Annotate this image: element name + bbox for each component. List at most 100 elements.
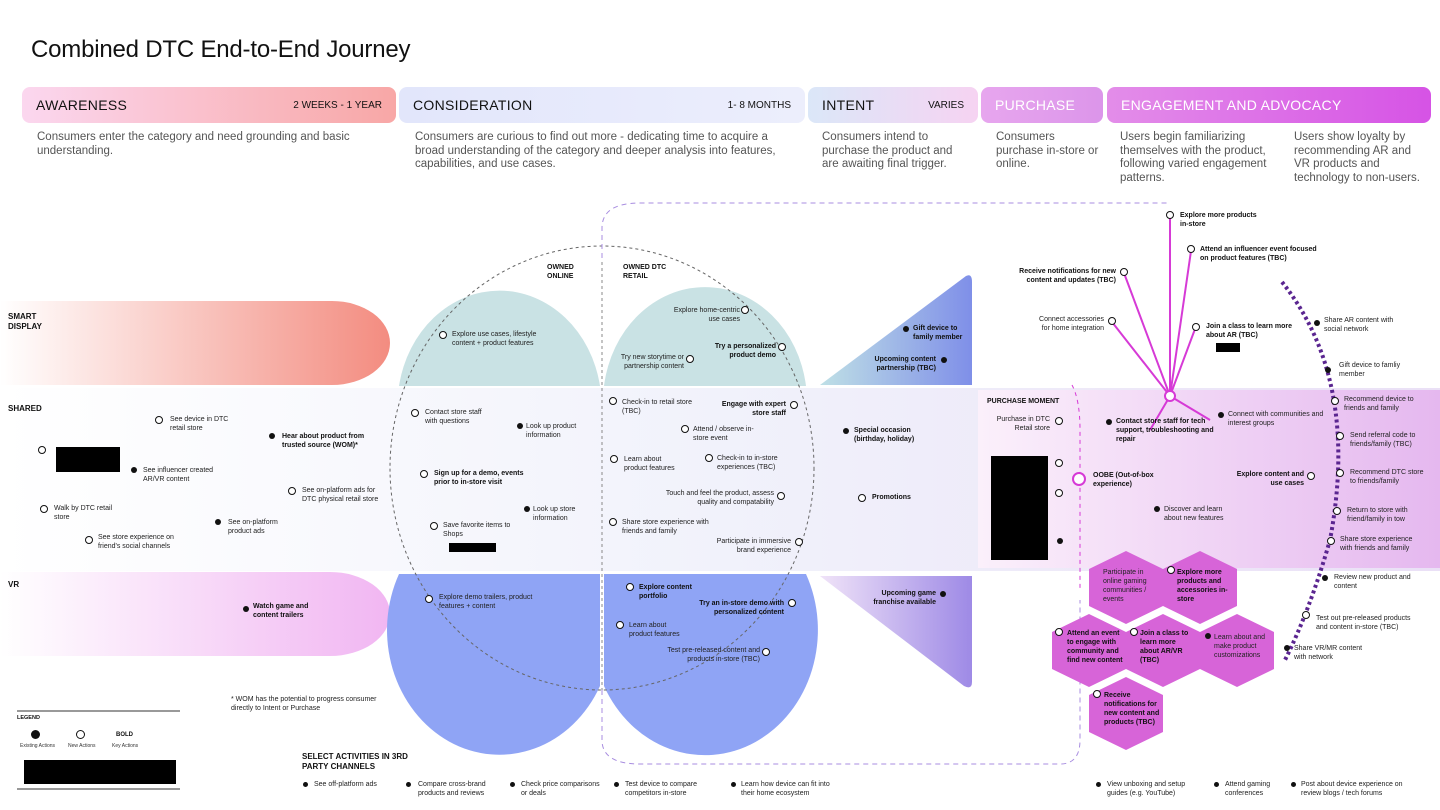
activity-label: Explore content portfolio (639, 584, 692, 600)
stage-purchase: PURCHASE (981, 87, 1103, 123)
new-action-icon (686, 355, 694, 363)
hex-label: Join a class to learn more about AR/VR (… (1140, 630, 1189, 664)
activity-label: Try new storytime or partnership content (620, 354, 684, 370)
activity-label: Walk by DTC retail store (54, 505, 113, 521)
existing-action-icon (1154, 506, 1160, 512)
activity-label: Return to store with friend/family in to… (1347, 507, 1408, 523)
third-party-item: Post about device experience on review b… (1301, 781, 1403, 797)
new-action-icon (741, 306, 749, 314)
activity-label: Sign up for a demo, events prior to in-s… (434, 470, 524, 486)
activity-label: Gift device to famliy member (1339, 362, 1401, 378)
new-action-icon (1331, 397, 1339, 405)
new-action-icon (626, 583, 634, 591)
new-action-icon (425, 595, 433, 603)
new-action-icon (1055, 628, 1063, 636)
hex-label: Explore more products and accessories in… (1177, 569, 1228, 603)
new-action-icon (1130, 628, 1138, 636)
activity-label: Check-in to in-store experiences (TBC) (717, 455, 778, 471)
stage-consideration-name: CONSIDERATION (413, 97, 533, 113)
redacted-image (991, 456, 1048, 560)
third-party-item: View unboxing and setup guides (e.g. You… (1107, 781, 1186, 797)
activity-label: Check-in to retail store (TBC) (622, 399, 693, 415)
activity-label: See on-platform ads for DTC physical ret… (302, 487, 379, 503)
activity-label: Explore demo trailers, product features … (439, 594, 533, 610)
new-action-icon (430, 522, 438, 530)
activity-label: Participate in immersive brand experienc… (716, 538, 791, 554)
new-action-icon (155, 416, 163, 424)
activity-label: Share store experience with friends and … (1340, 536, 1413, 552)
activity-label: Look up store information (533, 506, 576, 522)
existing-action-icon (269, 433, 275, 439)
existing-action-icon (517, 423, 523, 429)
new-action-icon (795, 538, 803, 546)
hex-label: Learn about and make product customizati… (1214, 634, 1265, 659)
third-party-item: Attend gaming conferences (1225, 781, 1271, 797)
activity-label: Connect accessories for home integration (1039, 316, 1104, 332)
new-action-icon (1166, 211, 1174, 219)
third-party-item: Test device to compare competitors in-st… (625, 781, 697, 797)
new-action-icon (681, 425, 689, 433)
new-action-icon (1302, 611, 1310, 619)
new-action-icon (1055, 417, 1063, 425)
activity-label: Learn about product features (629, 622, 680, 638)
new-action-icon (788, 599, 796, 607)
activity-label: Contact store staff with questions (425, 409, 482, 425)
activity-label: Share AR content with social network (1324, 317, 1394, 333)
activity-label: Gift device to family member (913, 325, 963, 341)
stage-intent-duration: VARIES (928, 99, 964, 111)
third-party-item: Compare cross-brand products and reviews (418, 781, 486, 797)
existing-action-legend-icon (31, 730, 40, 739)
redacted-image (1216, 343, 1240, 352)
existing-action-icon (940, 591, 946, 597)
stage-engagement-name: ENGAGEMENT AND ADVOCACY (1121, 97, 1342, 113)
new-action-icon (777, 492, 785, 500)
new-action-icon (1192, 323, 1200, 331)
existing-action-icon (614, 782, 619, 787)
new-action-icon (1327, 537, 1335, 545)
activity-label: Learn about product features (624, 456, 675, 472)
new-action-icon (1336, 432, 1344, 440)
activity-label: Special occasion (birthday, holiday) (854, 427, 915, 443)
new-action-icon (1055, 459, 1063, 467)
channel-owned-retail: OWNED DTC RETAIL (623, 264, 667, 280)
channel-owned-online: OWNED ONLINE (547, 264, 574, 280)
engagement-description-2: Users show loyalty by recommending AR an… (1294, 131, 1420, 184)
existing-action-icon (524, 506, 530, 512)
activity-label: Test pre-released content and products i… (667, 647, 760, 663)
third-party-item: See off-platform ads (314, 781, 377, 788)
new-action-icon (420, 470, 428, 478)
activity-label: See device in DTC retail store (170, 416, 229, 432)
row-label-shared: SHARED (8, 404, 42, 413)
activity-label: See on-platform product ads (228, 519, 278, 535)
new-action-icon (1093, 690, 1101, 698)
new-action-icon (1336, 469, 1344, 477)
existing-action-icon (1096, 782, 1101, 787)
wom-footnote: * WOM has the potential to progress cons… (231, 696, 377, 712)
activity-label: Try a personalized product demo (714, 343, 776, 359)
activity-label: Engage with expert store staff (721, 401, 786, 417)
existing-action-icon (1106, 419, 1112, 425)
existing-action-icon (303, 782, 308, 787)
activity-label: Explore content and use cases (1236, 471, 1304, 487)
stage-awareness-name: AWARENESS (36, 97, 128, 113)
new-action-icon (858, 494, 866, 502)
new-action-icon (1055, 489, 1063, 497)
existing-action-icon (1205, 633, 1211, 639)
activity-label: Send referral code to friends/family (TB… (1350, 432, 1416, 448)
new-action-icon (790, 401, 798, 409)
redacted-image (449, 543, 496, 552)
existing-action-icon (510, 782, 515, 787)
hex-label: Receive notifications for new content an… (1104, 692, 1160, 726)
third-party-item: Learn how device can fit into their home… (741, 781, 830, 797)
activity-label: Recommend device to friends and family (1344, 396, 1414, 412)
activity-label: Connect with communities and interest gr… (1228, 411, 1324, 427)
legend-new-label: New Actions (68, 743, 96, 749)
row-label-smart-display: SMART DISPLAY (8, 312, 42, 331)
activity-label: Attend an influencer event focused on pr… (1200, 246, 1317, 262)
stage-consideration: CONSIDERATION 1- 8 MONTHS (399, 87, 805, 123)
activity-label: Discover and learn about new features (1164, 506, 1224, 522)
stage-engagement: ENGAGEMENT AND ADVOCACY (1107, 87, 1431, 123)
existing-action-icon (1314, 320, 1320, 326)
existing-action-icon (1291, 782, 1296, 787)
engagement-description-1: Users begin familiarizing themselves wit… (1120, 131, 1267, 184)
